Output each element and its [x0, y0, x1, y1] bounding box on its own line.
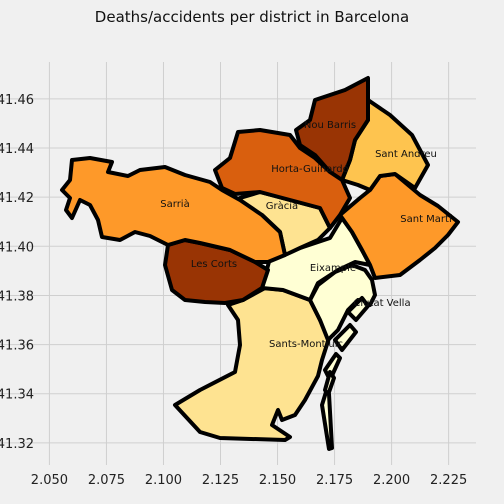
district-sants-montjuic — [173, 286, 332, 442]
district-label-sants-montjuic: Sants-Montjuïc — [269, 339, 343, 350]
district-label-sarria: Sarrià — [160, 198, 189, 210]
y-tick-label: 41.42 — [0, 191, 34, 206]
coastal-pier-1 — [346, 296, 370, 322]
y-tick-label: 41.32 — [0, 437, 34, 452]
district-horta-guinardo — [213, 128, 352, 230]
x-tick-label: 2.125 — [202, 473, 239, 488]
district-label-sant-marti: Sant Martí — [400, 213, 453, 225]
district-label-ciutat-vella: Ciutat Vella — [353, 298, 410, 309]
map-title: Deaths/accidents per district in Barcelo… — [95, 8, 409, 26]
x-tick-label: 2.150 — [259, 473, 296, 488]
y-tick-label: 41.46 — [0, 93, 34, 108]
district-label-eixample: Eixample — [310, 263, 356, 274]
district-labels: Nou Barris Sant Andreu Horta-Guinardó Sa… — [160, 120, 453, 350]
district-label-horta-guinardo: Horta-Guinardó — [271, 163, 349, 175]
district-label-sant-andreu: Sant Andreu — [375, 149, 437, 160]
district-label-les-corts: Les Corts — [191, 259, 237, 270]
y-tick-label: 41.36 — [0, 339, 34, 354]
x-tick-label: 2.225 — [430, 473, 467, 488]
district-sarria — [60, 156, 287, 264]
x-tick-label: 2.175 — [316, 473, 353, 488]
y-tick-label: 41.40 — [0, 240, 34, 255]
district-label-nou-barris: Nou Barris — [304, 120, 356, 131]
x-tick-label: 2.200 — [373, 473, 410, 488]
y-tick-label: 41.44 — [0, 142, 34, 157]
plot-area: Nou Barris Sant Andreu Horta-Guinardó Sa… — [0, 62, 476, 465]
x-tick-label: 2.075 — [88, 473, 125, 488]
x-tick-label: 2.100 — [145, 473, 182, 488]
y-axis-ticks: 41.32 41.34 41.36 41.38 41.40 41.42 41.44 41.46 — [0, 93, 34, 452]
districts-layer — [60, 76, 460, 451]
coastal-pier-2 — [333, 323, 358, 352]
district-label-gracia: Gràcia — [266, 200, 298, 212]
x-tick-label: 2.050 — [31, 473, 68, 488]
x-axis-ticks: 2.050 2.075 2.100 2.125 2.150 2.175 2.200 2.225 — [31, 473, 467, 488]
y-tick-label: 41.34 — [0, 388, 34, 403]
y-tick-label: 41.38 — [0, 289, 34, 304]
coastal-breakwater — [320, 390, 334, 451]
